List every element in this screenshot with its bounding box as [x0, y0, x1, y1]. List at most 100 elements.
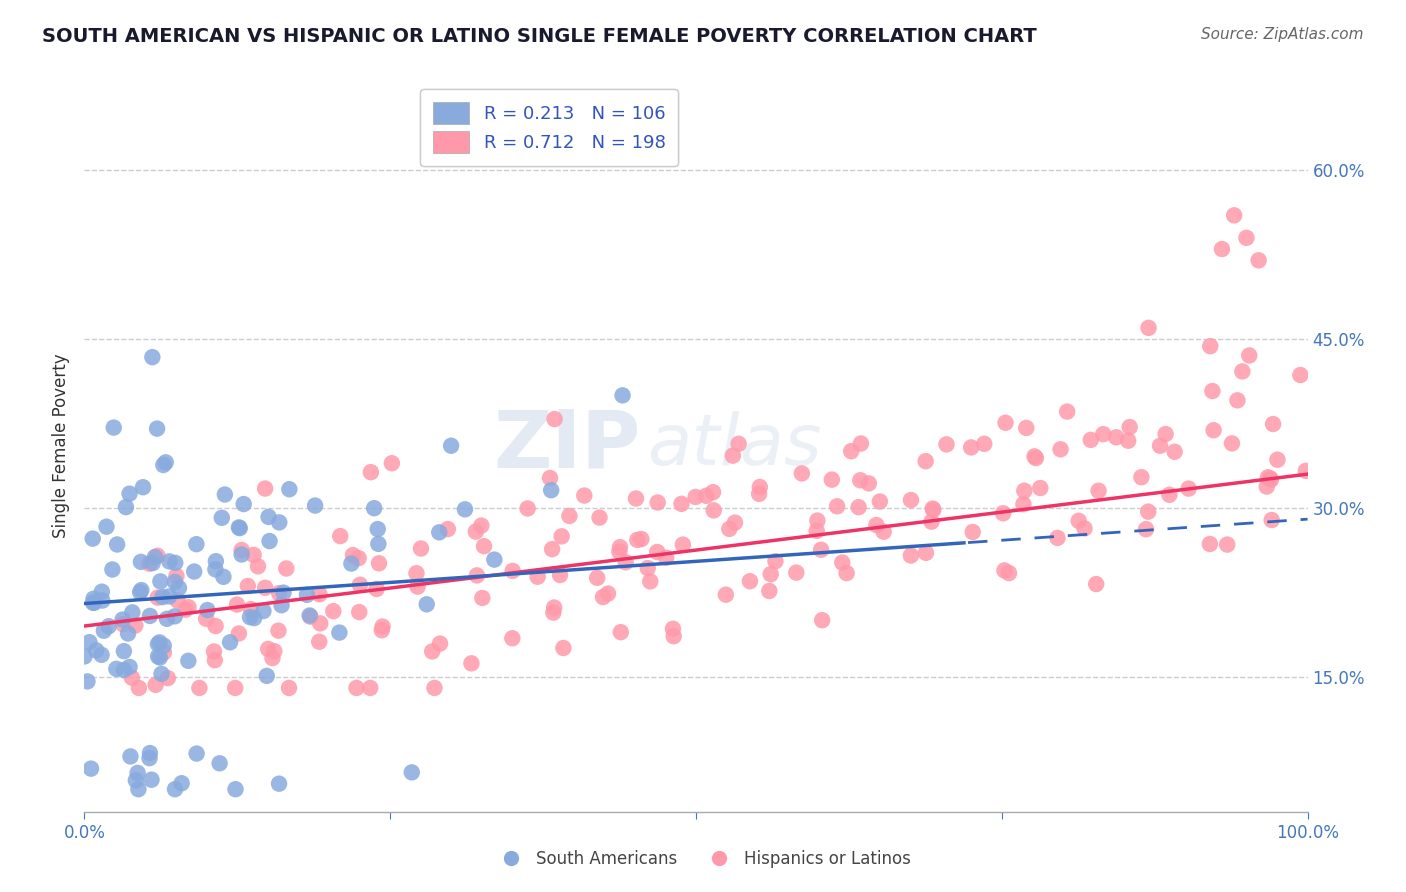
Point: [152, 639, 174, 653]
Point: [150, 666, 173, 681]
Point: [630, 532, 652, 546]
Point: [825, 500, 848, 514]
Point: [647, 495, 669, 509]
Point: [138, 751, 160, 765]
Point: [243, 611, 266, 625]
Point: [322, 604, 344, 618]
Point: [170, 776, 193, 790]
Point: [831, 556, 853, 570]
Point: [1014, 483, 1036, 498]
Point: [204, 562, 226, 576]
Point: [637, 561, 659, 575]
Point: [460, 657, 482, 671]
Point: [1236, 231, 1258, 245]
Point: [662, 629, 685, 643]
Point: [543, 412, 565, 426]
Point: [440, 439, 463, 453]
Point: [685, 490, 707, 504]
Point: [470, 518, 492, 533]
Point: [1199, 339, 1222, 353]
Point: [914, 454, 936, 468]
Point: [146, 421, 169, 435]
Point: [157, 554, 180, 568]
Point: [127, 765, 149, 780]
Point: [1137, 321, 1160, 335]
Point: [1295, 464, 1317, 478]
Point: [1239, 348, 1261, 362]
Point: [662, 622, 685, 636]
Point: [671, 497, 693, 511]
Point: [502, 564, 524, 578]
Point: [211, 510, 233, 524]
Point: [224, 681, 246, 695]
Point: [269, 586, 291, 600]
Point: [1046, 531, 1069, 545]
Point: [155, 455, 177, 469]
Point: [167, 581, 190, 595]
Point: [558, 508, 581, 523]
Point: [204, 619, 226, 633]
Point: [543, 606, 565, 620]
Point: [298, 608, 321, 623]
Point: [246, 559, 269, 574]
Point: [112, 663, 135, 677]
Point: [121, 606, 143, 620]
Point: [347, 605, 370, 619]
Point: [645, 545, 668, 559]
Point: [239, 610, 262, 624]
Point: [188, 681, 211, 695]
Y-axis label: Single Female Poverty: Single Female Poverty: [52, 354, 70, 538]
Point: [543, 600, 565, 615]
Point: [437, 522, 460, 536]
Point: [146, 591, 169, 605]
Point: [145, 678, 167, 692]
Point: [420, 644, 443, 658]
Point: [141, 772, 163, 787]
Point: [153, 645, 176, 659]
Point: [308, 587, 330, 601]
Point: [1232, 364, 1254, 378]
Point: [900, 549, 922, 563]
Point: [516, 501, 538, 516]
Point: [672, 538, 695, 552]
Point: [471, 591, 494, 605]
Point: [278, 482, 301, 496]
Point: [1159, 488, 1181, 502]
Point: [748, 480, 770, 494]
Point: [1087, 483, 1109, 498]
Point: [225, 782, 247, 797]
Point: [586, 571, 609, 585]
Point: [267, 624, 290, 638]
Point: [257, 642, 280, 657]
Point: [381, 456, 404, 470]
Point: [484, 552, 506, 566]
Point: [758, 584, 780, 599]
Point: [1025, 451, 1047, 466]
Point: [152, 590, 174, 604]
Point: [790, 467, 813, 481]
Point: [139, 746, 162, 760]
Point: [118, 486, 141, 500]
Point: [342, 548, 364, 562]
Point: [553, 640, 575, 655]
Point: [146, 549, 169, 563]
Point: [848, 500, 870, 515]
Point: [115, 500, 138, 515]
Point: [465, 568, 488, 582]
Point: [721, 449, 744, 463]
Point: [212, 570, 235, 584]
Point: [124, 618, 146, 632]
Point: [112, 644, 135, 658]
Point: [1092, 427, 1115, 442]
Point: [1177, 482, 1199, 496]
Point: [1080, 433, 1102, 447]
Point: [371, 624, 394, 638]
Point: [101, 562, 124, 576]
Point: [548, 568, 571, 582]
Point: [121, 671, 143, 685]
Point: [163, 609, 186, 624]
Point: [80, 762, 103, 776]
Point: [276, 561, 298, 575]
Point: [329, 529, 352, 543]
Point: [935, 437, 957, 451]
